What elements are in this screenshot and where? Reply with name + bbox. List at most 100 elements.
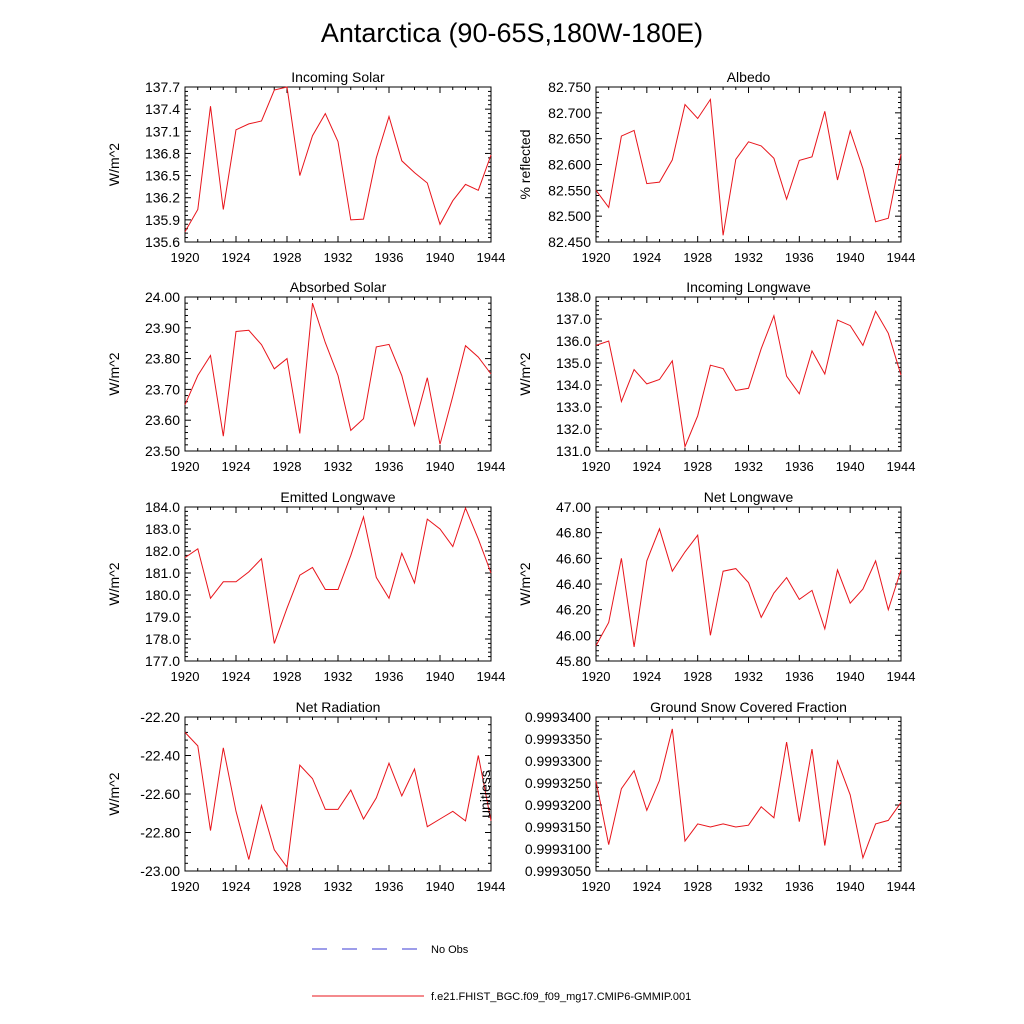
y-tick-label: 137.7 — [145, 79, 180, 95]
data-point — [247, 329, 250, 332]
data-point — [400, 159, 403, 162]
data-point — [683, 445, 686, 448]
data-point — [849, 793, 852, 796]
x-tick-label: 1944 — [887, 459, 916, 474]
data-point — [633, 769, 636, 772]
data-point — [874, 310, 877, 313]
data-point — [375, 796, 378, 799]
data-point — [900, 568, 903, 571]
data-point — [349, 554, 352, 557]
data-point — [184, 556, 187, 559]
data-point — [785, 576, 788, 579]
y-axis-label: unitless — [477, 770, 493, 817]
y-tick-label: 82.550 — [548, 182, 591, 198]
data-point — [683, 550, 686, 553]
data-point — [696, 822, 699, 825]
x-tick-label: 1936 — [785, 669, 814, 684]
y-tick-label: 184.0 — [145, 499, 180, 515]
data-point — [324, 112, 327, 115]
data-point — [247, 122, 250, 125]
x-tick-label: 1928 — [273, 879, 302, 894]
y-tick-label: 136.2 — [145, 190, 180, 206]
data-point — [286, 607, 289, 610]
x-tick-label: 1940 — [836, 669, 865, 684]
data-point — [426, 376, 429, 379]
data-point — [298, 174, 301, 177]
x-tick-label: 1928 — [273, 669, 302, 684]
x-tick-label: 1920 — [171, 669, 200, 684]
data-point — [439, 443, 442, 446]
data-point — [633, 368, 636, 371]
y-tick-label: 182.0 — [145, 543, 180, 559]
data-point — [595, 344, 598, 347]
x-tick-label: 1928 — [273, 250, 302, 265]
data-point — [607, 843, 610, 846]
data-point — [311, 302, 314, 305]
data-point — [311, 777, 314, 780]
data-point — [696, 117, 699, 120]
data-point — [823, 844, 826, 847]
y-tick-label: 183.0 — [145, 521, 180, 537]
data-point — [772, 816, 775, 819]
data-point — [722, 570, 725, 573]
data-point — [235, 580, 238, 583]
data-point — [747, 824, 750, 827]
data-point — [349, 789, 352, 792]
y-axis-label: W/m^2 — [106, 562, 122, 605]
data-point — [607, 621, 610, 624]
y-tick-label: 0.9993350 — [525, 731, 591, 747]
data-point — [772, 314, 775, 317]
data-point — [760, 144, 763, 147]
x-tick-label: 1920 — [582, 879, 611, 894]
x-tick-label: 1928 — [683, 459, 712, 474]
x-tick-label: 1944 — [477, 669, 506, 684]
legend: No Obs f.e21.FHIST_BGC.f09_f09_mg17.CMIP… — [312, 944, 691, 1003]
y-tick-label: 82.750 — [548, 79, 591, 95]
data-point — [683, 840, 686, 843]
y-tick-label: 137.4 — [145, 101, 180, 117]
data-point — [887, 819, 890, 822]
data-point — [388, 115, 391, 118]
x-tick-label: 1940 — [426, 669, 455, 684]
x-tick-label: 1924 — [632, 459, 661, 474]
y-tick-label: 47.00 — [556, 499, 591, 515]
data-point — [874, 559, 877, 562]
x-tick-label: 1944 — [887, 250, 916, 265]
data-point — [324, 341, 327, 344]
data-point — [311, 566, 314, 569]
data-point — [388, 762, 391, 765]
y-axis-label: W/m^2 — [106, 352, 122, 395]
y-tick-label: 46.00 — [556, 627, 591, 643]
x-tick-label: 1932 — [734, 459, 763, 474]
x-tick-label: 1924 — [222, 250, 251, 265]
data-point — [620, 557, 623, 560]
data-point — [645, 382, 648, 385]
panel-0: Incoming Solar 1920 1924 1928 1932 1936 1940 19… — [106, 69, 505, 265]
y-tick-label: 136.0 — [556, 333, 591, 349]
data-point — [709, 364, 712, 367]
data-point — [734, 389, 737, 392]
y-tick-label: 23.80 — [145, 351, 180, 367]
panel-4: Emitted Longwave 1920 1924 1928 1932 1936 1940… — [106, 489, 505, 684]
y-tick-label: 136.8 — [145, 145, 180, 161]
data-point — [247, 858, 250, 861]
y-tick-label: 135.6 — [145, 234, 180, 250]
data-point — [209, 354, 212, 357]
panel-title: Incoming Solar — [291, 69, 385, 85]
data-point — [595, 644, 598, 647]
series-line — [184, 303, 492, 445]
x-tick-label: 1944 — [477, 250, 506, 265]
x-tick-label: 1924 — [222, 879, 251, 894]
data-point — [426, 181, 429, 184]
y-tick-label: -22.40 — [140, 748, 180, 764]
data-point — [273, 88, 276, 91]
data-point — [464, 819, 467, 822]
data-point — [633, 645, 636, 648]
data-point — [785, 375, 788, 378]
data-point — [874, 220, 877, 223]
data-point — [490, 153, 493, 156]
y-tick-label: 138.0 — [556, 289, 591, 305]
data-point — [490, 572, 493, 575]
data-point — [645, 809, 648, 812]
data-point — [900, 801, 903, 804]
